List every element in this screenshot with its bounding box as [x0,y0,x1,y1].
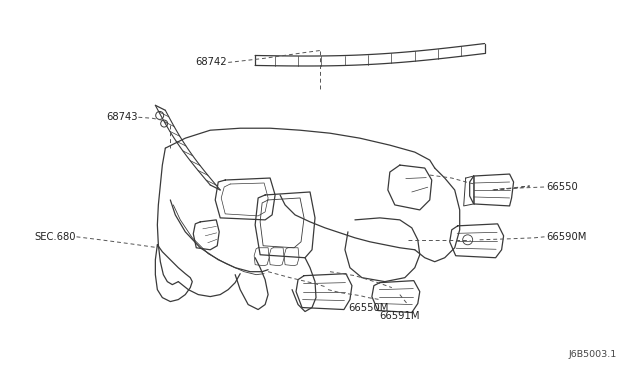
Text: SEC.680: SEC.680 [34,232,76,242]
Text: 66591M: 66591M [380,311,420,321]
Text: 66550: 66550 [547,182,579,192]
Text: 66590M: 66590M [547,232,587,242]
Text: 66550M: 66550M [348,302,388,312]
Text: J6B5003.1: J6B5003.1 [569,350,617,359]
Text: 68742: 68742 [196,57,227,67]
Text: 68743: 68743 [106,112,138,122]
